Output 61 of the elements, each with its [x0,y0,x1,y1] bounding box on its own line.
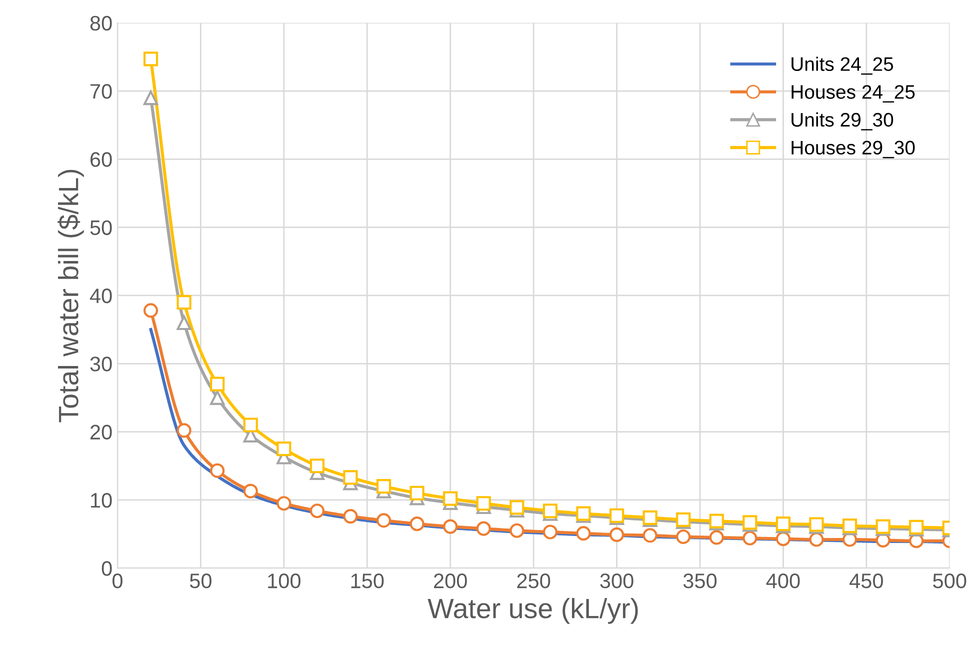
legend-label: Units 29_30 [792,112,894,130]
point [176,423,192,438]
y-tick-label: 0 [102,561,112,576]
point [143,52,158,66]
y-tick-label: 60 [90,152,112,167]
point [343,509,358,524]
point [676,529,691,544]
y-tick-label: 80 [90,16,112,31]
point [609,527,624,542]
point [276,496,292,511]
legend-label: Houses 29_30 [792,140,915,158]
point [310,504,324,518]
x-tick-label: 0 [112,574,122,588]
x-tick-label: 400 [766,574,800,588]
point [809,532,824,547]
point [443,491,458,506]
y-tick-label: 50 [90,220,112,236]
x-tick-label: 250 [517,574,550,588]
x-axis-title: Water use (kL/yr) [428,598,638,624]
point [510,523,524,538]
legend-label: Houses 24_25 [792,85,915,103]
point [410,486,424,500]
point [542,524,558,540]
x-tick-label: 50 [190,574,212,588]
point [776,532,790,546]
x-tick-label: 350 [683,574,717,588]
y-tick-label: 70 [90,84,112,99]
point [742,530,758,546]
point [210,376,225,392]
point [210,390,225,406]
y-tick-label: 20 [90,424,112,440]
point [310,458,324,474]
point [410,516,424,532]
y-tick-label: 30 [90,356,112,372]
point [376,513,392,528]
point [642,528,658,543]
point [176,315,192,330]
y-tick-label: 10 [91,492,112,508]
x-tick-label: 200 [434,574,467,588]
point [210,463,225,478]
point [243,484,258,498]
point [143,303,158,318]
point [376,479,392,494]
point [176,295,192,310]
point [276,442,292,456]
point [143,90,158,106]
point [476,521,491,536]
point [343,470,358,485]
point [243,418,258,432]
x-tick-label: 100 [268,574,300,588]
x-tick-label: 500 [933,574,966,588]
x-tick-label: 450 [850,574,883,588]
y-tick-label: 40 [90,288,112,304]
point [709,530,724,545]
point [576,526,591,541]
point [476,496,491,511]
x-tick-label: 150 [351,574,384,588]
legend-label: Units 24_25 [792,56,894,75]
x-tick-label: 300 [600,574,634,588]
point [443,519,458,534]
y-axis-title: Total water bill ($/kL) [58,170,84,422]
